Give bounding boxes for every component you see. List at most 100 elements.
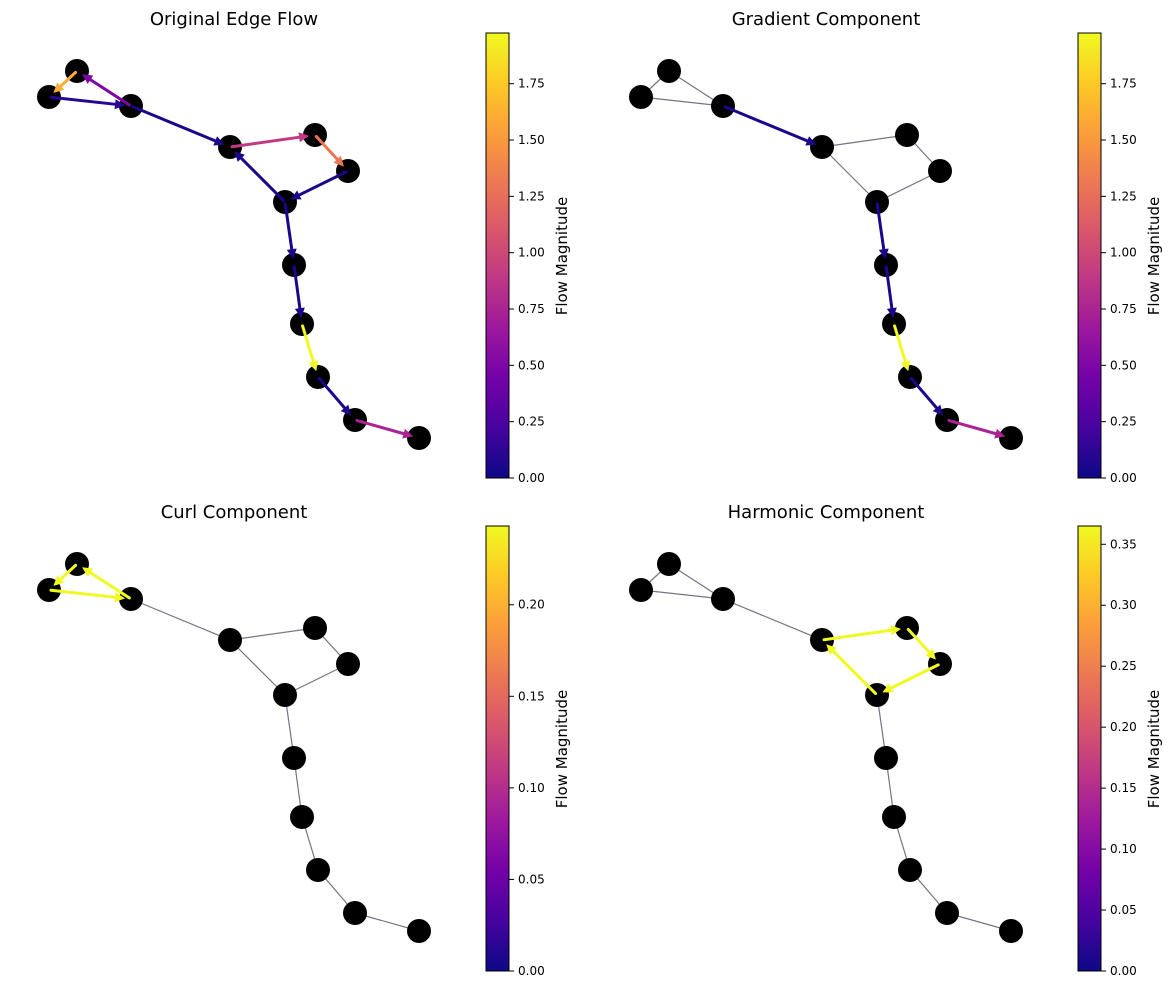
- flow-arrow: [234, 151, 286, 203]
- flow-arrow: [131, 105, 225, 146]
- graph-node: [407, 919, 431, 943]
- colorbar-tick-label: 0.00: [518, 471, 545, 485]
- colorbar-tick-label: 0.05: [1110, 903, 1137, 917]
- graph-node: [999, 426, 1023, 450]
- flow-arrow: [875, 202, 889, 260]
- colorbar-gradient: [485, 525, 510, 972]
- colorbar-tick-label: 1.00: [1110, 246, 1137, 260]
- graph-node: [898, 858, 922, 882]
- graph-node: [629, 85, 653, 109]
- graph-node: [407, 426, 431, 450]
- colorbar-tick-label: 1.25: [1110, 189, 1137, 203]
- colorbar-1: 0.00 0.25 0.50 0.75 1.00 1.25 1.50 1.75: [1077, 32, 1137, 485]
- graph-node: [119, 94, 143, 118]
- colorbar-tick-label: 0.25: [1110, 659, 1137, 673]
- panel-1: [629, 59, 1023, 450]
- graph-node: [336, 652, 360, 676]
- flow-arrow: [82, 567, 131, 600]
- flow-arrow: [290, 170, 348, 200]
- colorbar-tick-label: 0.15: [1110, 781, 1137, 795]
- colorbar-tick-label: 0.20: [1110, 720, 1137, 734]
- colorbar-tick-label: 0.30: [1110, 598, 1137, 612]
- colorbar-tick-label: 0.10: [518, 781, 545, 795]
- flow-arrow: [723, 105, 817, 146]
- flow-arrow: [884, 265, 897, 319]
- colorbar-label-curl: Flow Magnitude: [553, 690, 571, 808]
- colorbar-tick-label: 1.75: [518, 77, 545, 91]
- colorbar-gradient: [485, 32, 510, 479]
- panel-title-gradient: Gradient Component: [732, 9, 921, 30]
- graph-node: [810, 135, 834, 159]
- graph-node: [935, 901, 959, 925]
- panel-3: [629, 552, 1023, 943]
- graph-node: [928, 159, 952, 183]
- flow-arrow: [826, 644, 878, 696]
- graph-edge: [130, 598, 231, 641]
- colorbar-tick-label: 0.15: [518, 689, 545, 703]
- colorbar-gradient: [1077, 525, 1102, 972]
- colorbar-tick-label: 1.00: [518, 246, 545, 260]
- graph-node: [882, 805, 906, 829]
- colorbar-gradient: [1077, 32, 1102, 479]
- colorbar-tick-label: 0.50: [1110, 358, 1137, 372]
- graph-node: [119, 587, 143, 611]
- colorbar-tick-label: 1.25: [518, 189, 545, 203]
- colorbar-tick-label: 0.75: [1110, 302, 1137, 316]
- colorbar-tick-label: 0.00: [1110, 964, 1137, 978]
- graph-edge: [821, 146, 878, 203]
- graph-node: [290, 805, 314, 829]
- panel-0: [37, 59, 431, 450]
- graph-node: [874, 253, 898, 277]
- graph-edge: [722, 598, 823, 641]
- graph-node: [282, 746, 306, 770]
- colorbar-tick-label: 0.75: [518, 302, 545, 316]
- flow-arrow: [292, 265, 305, 319]
- colorbar-tick-label: 0.05: [518, 872, 545, 886]
- colorbar-2: 0.00 0.05 0.10 0.15 0.20: [485, 525, 545, 978]
- graph-node: [711, 94, 735, 118]
- graph-node: [273, 683, 297, 707]
- flow-arrow: [53, 70, 78, 93]
- graph-node: [895, 123, 919, 147]
- flow-arrow: [909, 377, 944, 416]
- graph-node: [218, 628, 242, 652]
- graph-edge: [229, 639, 286, 696]
- colorbar-tick-label: 0.35: [1110, 537, 1137, 551]
- graph-node: [657, 552, 681, 576]
- panel-title-curl: Curl Component: [161, 502, 308, 523]
- flow-arrow: [53, 563, 78, 586]
- panel-2: [37, 552, 431, 943]
- colorbar-0: 0.00 0.25 0.50 0.75 1.00 1.25 1.50 1.75: [485, 32, 545, 485]
- colorbar-tick-label: 0.10: [1110, 842, 1137, 856]
- flow-arrow: [947, 419, 1006, 439]
- flow-arrow: [822, 625, 902, 642]
- colorbar-3: 0.00 0.05 0.10 0.15 0.20 0.25 0.30 0.35: [1077, 525, 1137, 978]
- graph-node: [343, 901, 367, 925]
- flow-arrow: [906, 627, 936, 660]
- graph-node: [999, 919, 1023, 943]
- panel-title-harmonic: Harmonic Component: [728, 502, 925, 523]
- flow-arrow: [355, 419, 414, 439]
- flow-arrow: [882, 663, 940, 693]
- colorbar-tick-label: 0.25: [1110, 415, 1137, 429]
- panel-title-original: Original Edge Flow: [150, 9, 318, 30]
- colorbar-tick-label: 0.00: [1110, 471, 1137, 485]
- graph-node: [874, 746, 898, 770]
- colorbar-label-harmonic: Flow Magnitude: [1145, 690, 1163, 808]
- colorbar-tick-label: 1.75: [1110, 77, 1137, 91]
- flow-arrow: [301, 324, 319, 372]
- colorbar-label-gradient: Flow Magnitude: [1145, 197, 1163, 315]
- graph-edge: [821, 134, 908, 148]
- flow-arrow: [893, 324, 911, 372]
- colorbar-tick-label: 1.50: [1110, 133, 1137, 147]
- graph-node: [629, 578, 653, 602]
- colorbar-tick-label: 0.20: [518, 598, 545, 612]
- graph-node: [306, 858, 330, 882]
- graph-node: [882, 312, 906, 336]
- colorbar-label-original: Flow Magnitude: [553, 197, 571, 315]
- graph-node: [865, 190, 889, 214]
- colorbar-tick-label: 0.50: [518, 358, 545, 372]
- graph-node: [657, 59, 681, 83]
- flow-arrow: [317, 377, 352, 416]
